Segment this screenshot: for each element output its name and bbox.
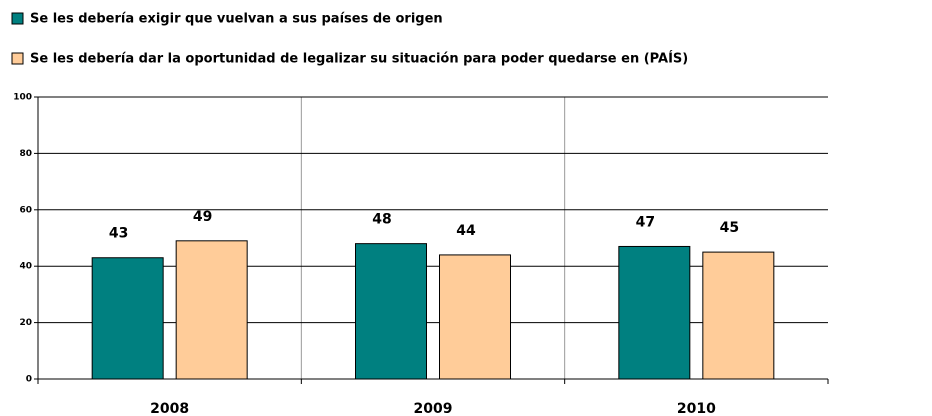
- legend-label: Se les debería exigir que vuelvan a sus …: [30, 12, 443, 27]
- y-tick-label: 40: [19, 262, 32, 272]
- x-tick-label: 2010: [677, 401, 716, 416]
- bar: [439, 254, 511, 380]
- y-tick-label: 60: [19, 205, 32, 215]
- legend-label: Se les debería dar la oportunidad de leg…: [30, 51, 688, 67]
- bar: [618, 245, 691, 380]
- x-tick-label: 2008: [150, 401, 189, 416]
- data-label: 45: [720, 220, 739, 236]
- data-label: 48: [372, 212, 391, 228]
- y-tick-label: 0: [26, 375, 32, 385]
- legend-swatch: [11, 52, 24, 65]
- y-tick-label: 80: [19, 149, 32, 159]
- y-tick-label: 100: [13, 93, 32, 103]
- data-label: 47: [636, 214, 655, 230]
- legend-swatch: [11, 12, 24, 25]
- data-label: 49: [193, 209, 212, 225]
- data-label: 43: [109, 226, 128, 242]
- y-tick-label: 20: [19, 318, 32, 328]
- x-tick-label: 2009: [414, 401, 453, 416]
- bar: [702, 251, 775, 380]
- bar: [355, 243, 427, 380]
- data-label: 44: [456, 223, 476, 239]
- bar: [91, 257, 164, 380]
- bar: [175, 240, 248, 380]
